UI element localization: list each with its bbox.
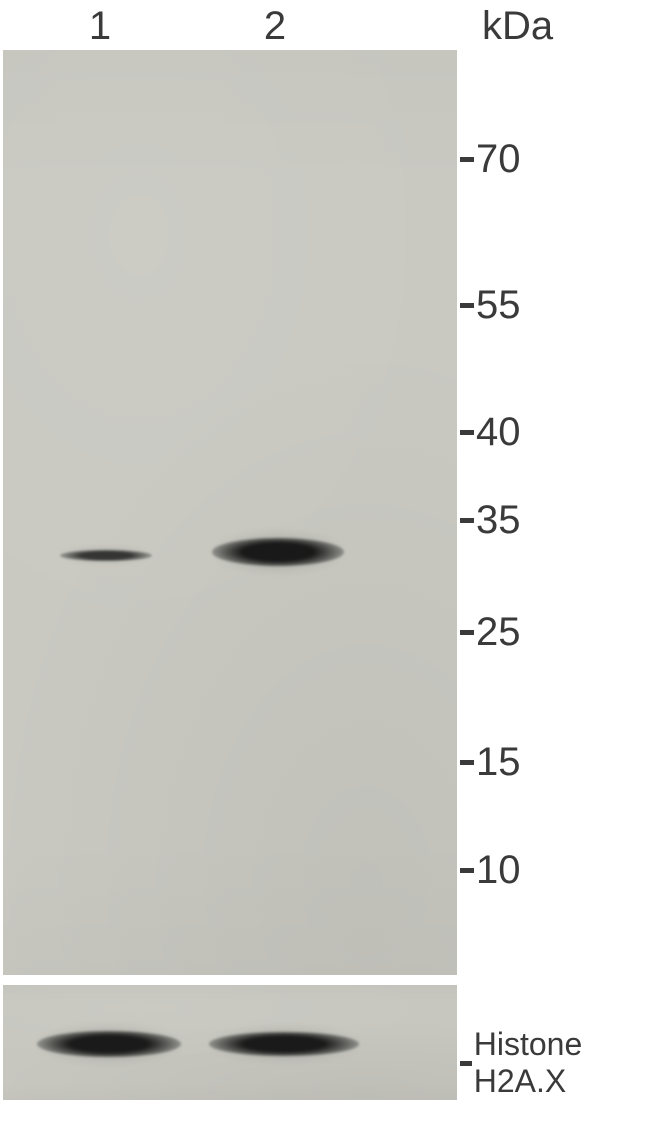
marker-value: 35 bbox=[476, 498, 521, 543]
blot-band bbox=[37, 1031, 181, 1057]
marker-value: 40 bbox=[476, 410, 521, 455]
marker-tick: 40 bbox=[460, 410, 521, 455]
marker-tick: 15 bbox=[460, 740, 521, 785]
loading-control-panel bbox=[3, 985, 457, 1100]
unit-label: kDa bbox=[482, 4, 553, 49]
marker-tick: 35 bbox=[460, 498, 521, 543]
lane-label-1: 1 bbox=[80, 4, 120, 49]
dash-icon bbox=[460, 303, 474, 308]
dash-icon bbox=[460, 1061, 472, 1066]
blot-band bbox=[212, 538, 344, 566]
lane-label-2: 2 bbox=[255, 4, 295, 49]
marker-tick: 25 bbox=[460, 610, 521, 655]
marker-tick: 70 bbox=[460, 137, 521, 182]
dash-icon bbox=[460, 760, 474, 765]
blot-band bbox=[209, 1032, 359, 1056]
dash-icon bbox=[460, 518, 474, 523]
dash-icon bbox=[460, 630, 474, 635]
marker-value: 70 bbox=[476, 137, 521, 182]
western-blot-figure: 1 2 kDa 70 55 40 35 25 15 10 Histone H2A.X bbox=[0, 0, 650, 1135]
dash-icon bbox=[460, 157, 474, 162]
marker-value: 15 bbox=[476, 740, 521, 785]
loading-control-label: Histone H2A.X bbox=[460, 1026, 650, 1100]
loading-control-text: Histone H2A.X bbox=[474, 1026, 650, 1100]
marker-value: 25 bbox=[476, 610, 521, 655]
blot-band bbox=[60, 550, 152, 561]
dash-icon bbox=[460, 430, 474, 435]
marker-tick: 10 bbox=[460, 848, 521, 893]
marker-value: 55 bbox=[476, 283, 521, 328]
marker-value: 10 bbox=[476, 848, 521, 893]
main-blot-panel bbox=[3, 50, 457, 975]
marker-tick: 55 bbox=[460, 283, 521, 328]
dash-icon bbox=[460, 868, 474, 873]
